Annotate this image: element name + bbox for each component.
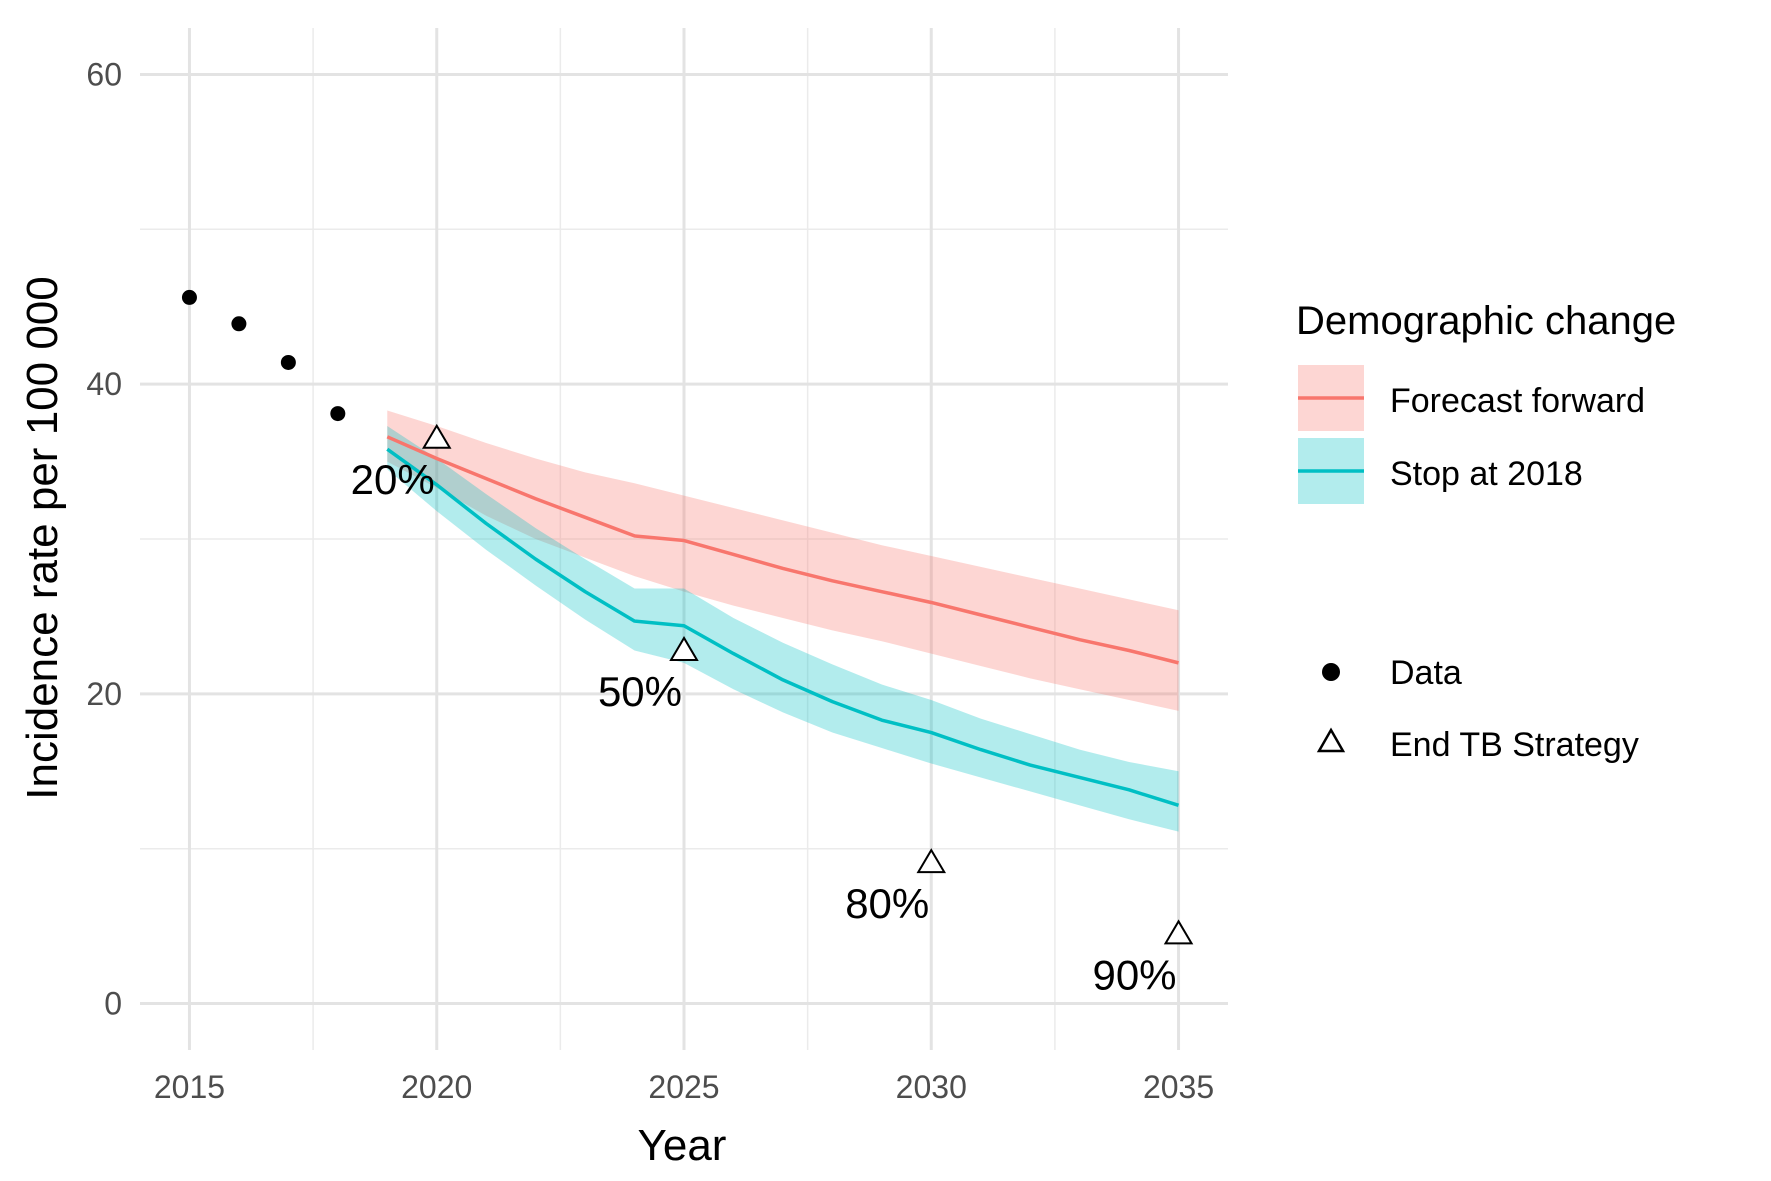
target-label: 90% — [1092, 951, 1176, 998]
legend-item-forecast-forward: Forecast forward — [1298, 365, 1645, 431]
legend-label-end-tb-strategy: End TB Strategy — [1390, 726, 1639, 764]
legend-label-data: Data — [1390, 654, 1462, 692]
legend: Demographic change Forecast forward Stop… — [1296, 299, 1676, 764]
targets: 20% 50% 80% 90% — [351, 423, 1194, 998]
legend-item-stop-at-2018: Stop at 2018 — [1298, 438, 1583, 504]
line-stop-at-2018 — [386, 447, 1180, 808]
y-tick-label: 60 — [86, 56, 122, 92]
data-point — [181, 289, 197, 305]
target-label: 50% — [598, 668, 682, 715]
data-point — [231, 316, 247, 332]
legend-item-data: Data — [1322, 654, 1462, 692]
target-label: 80% — [845, 880, 929, 927]
data-points — [181, 289, 346, 422]
x-tick-label: 2020 — [401, 1069, 472, 1105]
y-axis-title: Incidence rate per 100 000 — [18, 276, 67, 800]
legend-label-forecast-forward: Forecast forward — [1390, 382, 1645, 420]
line-forecast-forward — [386, 435, 1179, 665]
x-tick-label: 2030 — [896, 1069, 967, 1105]
x-tick-label: 2025 — [648, 1069, 719, 1105]
ribbon-stop-at-2018 — [387, 425, 1179, 832]
ribbon-forecast-forward — [387, 410, 1179, 711]
y-tick-label: 40 — [86, 366, 122, 402]
y-tick-label: 0 — [104, 986, 122, 1022]
target-triangle — [916, 848, 947, 874]
legend-title: Demographic change — [1296, 299, 1676, 343]
tick-labels: 2015 2020 2025 2030 2035 0 20 40 60 — [86, 56, 1214, 1105]
x-tick-label: 2035 — [1143, 1069, 1214, 1105]
target-triangle — [421, 423, 452, 449]
legend-data-point-icon — [1322, 663, 1340, 681]
legend-label-stop-at-2018: Stop at 2018 — [1390, 455, 1583, 493]
x-tick-label: 2015 — [154, 1069, 225, 1105]
data-point — [280, 354, 296, 370]
series-lines — [386, 435, 1180, 808]
data-point — [330, 406, 346, 422]
y-tick-label: 20 — [86, 676, 122, 712]
target-triangle — [1163, 919, 1194, 945]
legend-item-end-tb-strategy: End TB Strategy — [1316, 726, 1639, 764]
x-axis-title: Year — [638, 1121, 727, 1170]
target-triangle — [669, 635, 699, 661]
target-label: 20% — [351, 456, 435, 503]
ribbons — [387, 410, 1179, 832]
legend-triangle-icon — [1316, 727, 1346, 753]
